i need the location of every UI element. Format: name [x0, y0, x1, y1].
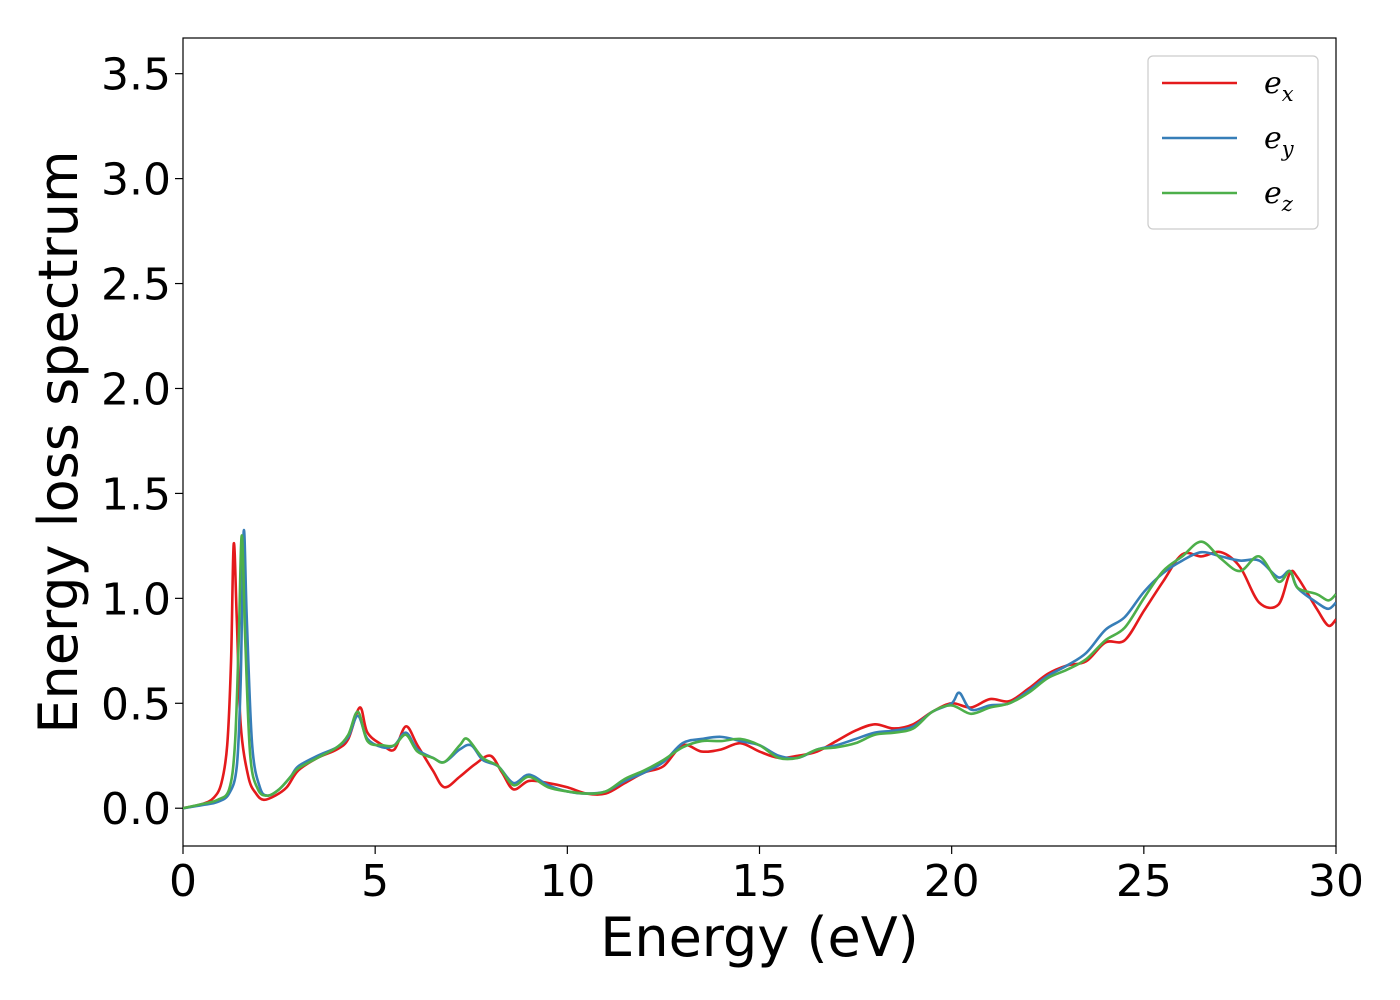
series-lines: [183, 528, 1336, 810]
x-tick-label: 15: [732, 856, 788, 907]
y-tick-label: 2.5: [101, 260, 171, 311]
legend-label-subscript: z: [1281, 192, 1294, 216]
x-tick-label: 10: [539, 856, 595, 907]
y-tick-label: 0.0: [101, 784, 171, 835]
y-tick-label: 0.5: [101, 679, 171, 730]
legend-label-z: ez: [1264, 176, 1294, 216]
y-axis-title: Energy loss spectrum: [27, 150, 90, 733]
legend-label-base: e: [1264, 176, 1282, 211]
series-line-z: [183, 534, 1336, 810]
y-tick-label: 2.0: [101, 364, 171, 415]
y-axis: 0.0 0.5 1.0 1.5 2.0 2.5 3.0 3.5: [101, 50, 183, 835]
x-tick-label: 30: [1308, 856, 1364, 907]
y-tick-label: 3.5: [101, 50, 171, 101]
legend-label-y: ey: [1264, 121, 1295, 161]
y-tick-label: 3.0: [101, 155, 171, 206]
legend-label-x: ex: [1264, 66, 1294, 106]
legend-label-subscript: y: [1281, 137, 1295, 161]
x-tick-label: 5: [361, 856, 389, 907]
x-tick-label: 0: [169, 856, 197, 907]
x-axis: 0 5 10 15 20 25 30: [169, 846, 1364, 907]
legend-label-subscript: x: [1282, 82, 1294, 106]
legend-box: [1147, 55, 1319, 230]
x-tick-label: 25: [1116, 856, 1172, 907]
y-tick-label: 1.5: [101, 469, 171, 520]
legend-label-base: e: [1264, 121, 1282, 156]
x-tick-label: 20: [924, 856, 980, 907]
legend-label-base: e: [1264, 66, 1282, 101]
x-axis-title: Energy (eV): [600, 906, 919, 969]
y-tick-label: 1.0: [101, 574, 171, 625]
plot-area: [182, 37, 1337, 847]
